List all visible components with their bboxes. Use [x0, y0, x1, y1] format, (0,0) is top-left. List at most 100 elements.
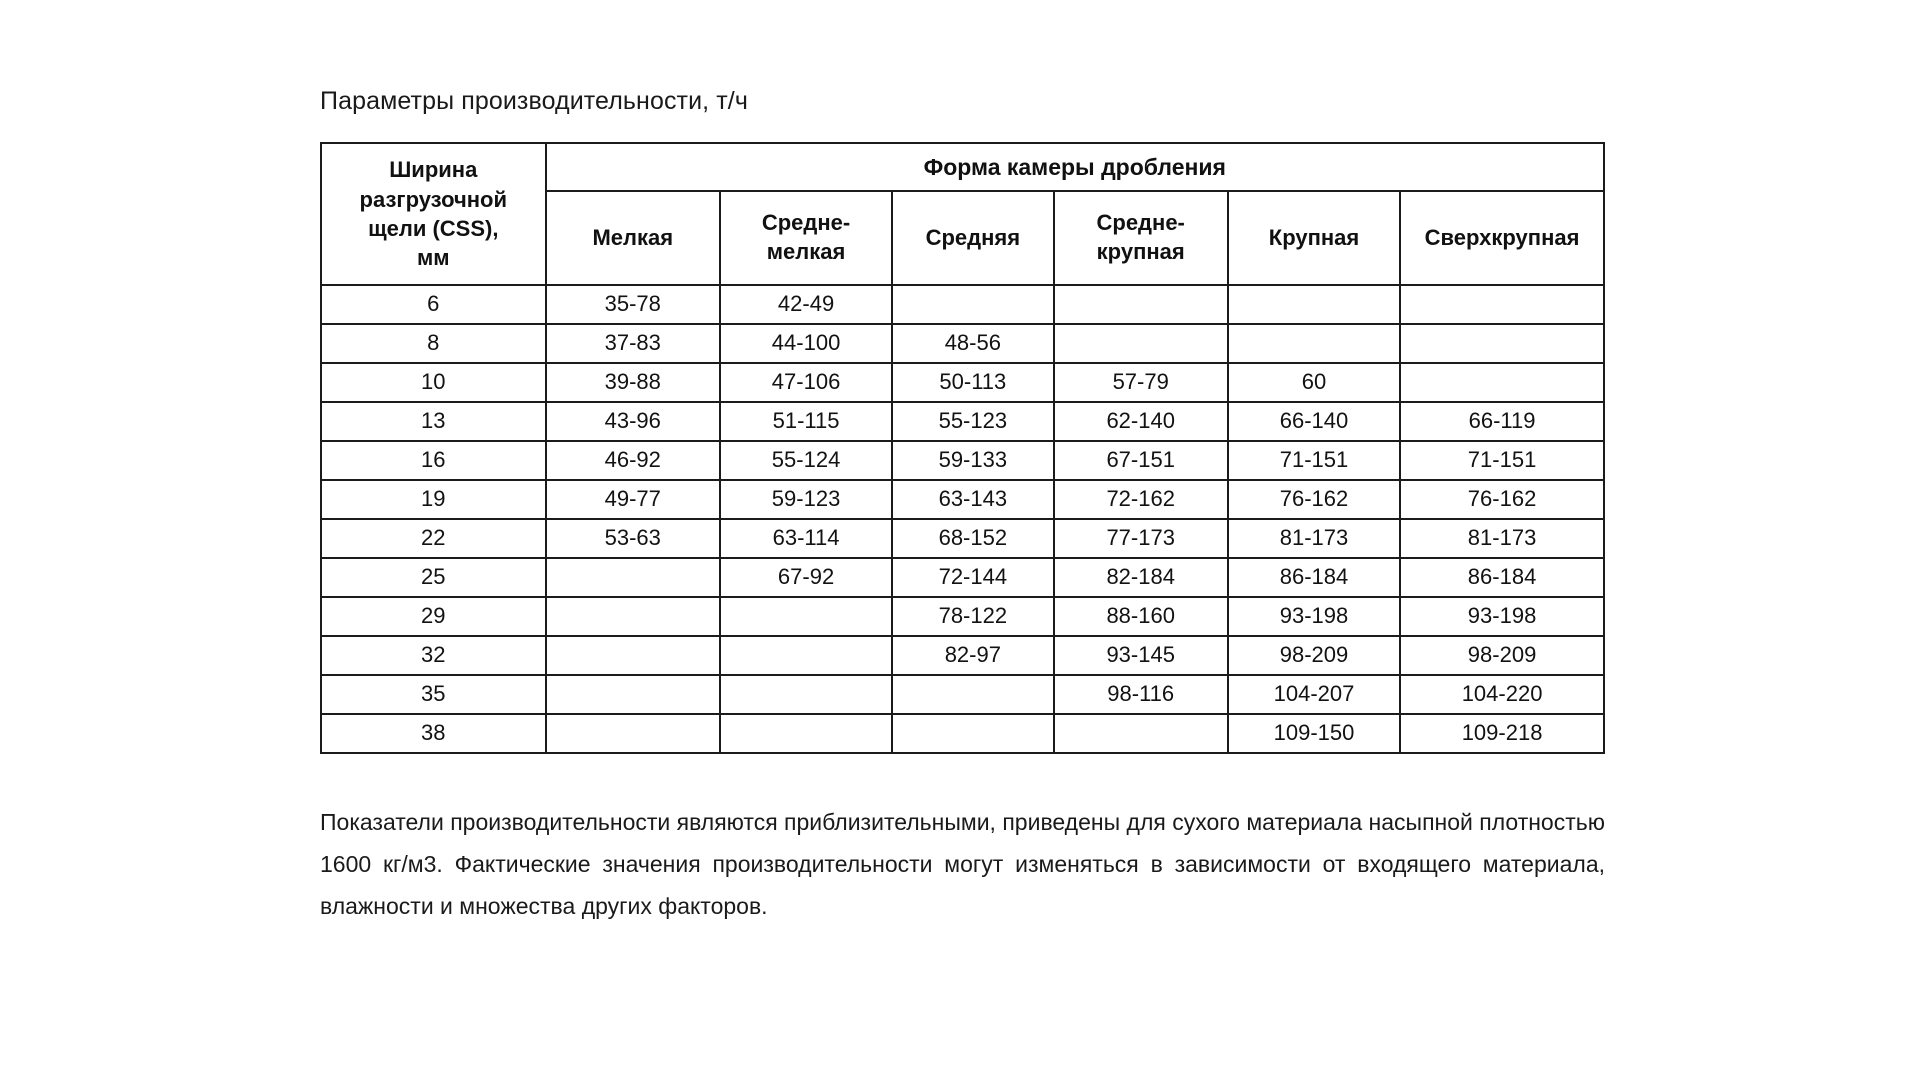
header-column-melkaya: Мелкая	[544, 190, 721, 286]
cell-krupnaya	[1226, 323, 1402, 364]
cell-srednyaya: 78-122	[891, 596, 1055, 637]
cell-krupnaya: 81-173	[1226, 518, 1402, 559]
cell-sverhkrupnaya	[1399, 284, 1605, 325]
header-column-label-line: Средне-	[761, 210, 851, 236]
cell-sverhkrupnaya: 86-184	[1399, 557, 1605, 598]
cell-krupnaya: 98-209	[1226, 635, 1402, 676]
cell-sredne-krupnaya: 72-162	[1052, 479, 1229, 520]
cell-srednyaya: 59-133	[891, 440, 1055, 481]
table-row: 16 46-92 55-124 59-133 67-151 71-151 71-151	[320, 440, 1605, 481]
table-row: 35 98-116 104-207 104-220	[320, 674, 1605, 715]
table-row: 22 53-63 63-114 68-152 77-173 81-173 81-173	[320, 518, 1605, 559]
header-column-srednyaya: Средняя	[891, 190, 1055, 286]
cell-sredne-melkaya	[718, 674, 894, 715]
cell-krupnaya: 76-162	[1226, 479, 1402, 520]
header-column-label-line: Крупная	[1268, 224, 1360, 250]
header-css-width-line: Ширина	[389, 157, 478, 183]
cell-srednyaya: 72-144	[891, 557, 1055, 598]
cell-melkaya: 43-96	[544, 401, 721, 442]
header-column-label-line: Средняя	[925, 224, 1021, 250]
cell-sredne-krupnaya: 62-140	[1052, 401, 1229, 442]
header-row-group: Ширина разгрузочной щели (CSS), мм Форма ка…	[320, 142, 1606, 286]
cell-css-value: 32	[320, 635, 547, 676]
cell-sverhkrupnaya: 76-162	[1399, 479, 1605, 520]
cell-css-value: 13	[320, 401, 547, 442]
cell-srednyaya: 50-113	[891, 362, 1055, 403]
table-row: 8 37-83 44-100 48-56	[320, 323, 1605, 364]
cell-melkaya	[544, 635, 721, 676]
page-title: Параметры производительности, т/ч	[320, 87, 748, 115]
cell-sverhkrupnaya: 109-218	[1399, 713, 1605, 754]
cell-css-value: 16	[320, 440, 547, 481]
cell-krupnaya: 66-140	[1226, 401, 1402, 442]
cell-krupnaya: 71-151	[1226, 440, 1402, 481]
table-row: 32 82-97 93-145 98-209 98-209	[320, 635, 1605, 676]
cell-melkaya	[544, 674, 721, 715]
cell-srednyaya	[891, 284, 1055, 325]
header-chamber-shape: Форма камеры дробления	[544, 142, 1606, 192]
cell-sredne-melkaya	[718, 635, 894, 676]
cell-srednyaya: 63-143	[891, 479, 1055, 520]
table-row: 6 35-78 42-49	[320, 284, 1605, 325]
cell-css-value: 6	[320, 284, 547, 325]
cell-srednyaya: 68-152	[891, 518, 1055, 559]
cell-sverhkrupnaya	[1399, 362, 1605, 403]
header-column-label-line: Мелкая	[592, 224, 674, 250]
cell-sredne-melkaya: 59-123	[718, 479, 894, 520]
table-row: 13 43-96 51-115 55-123 62-140 66-140 66-119	[320, 401, 1605, 442]
cell-krupnaya: 104-207	[1226, 674, 1402, 715]
cell-sredne-melkaya	[718, 596, 894, 637]
cell-sredne-melkaya: 42-49	[718, 284, 894, 325]
cell-css-value: 19	[320, 479, 547, 520]
cell-melkaya	[544, 557, 721, 598]
header-column-label-line: Средне-	[1096, 210, 1185, 236]
cell-sverhkrupnaya: 66-119	[1399, 401, 1605, 442]
header-column-label-line: Сверхкрупная	[1424, 224, 1580, 250]
cell-css-value: 25	[320, 557, 547, 598]
cell-krupnaya: 93-198	[1226, 596, 1402, 637]
header-css-width: Ширина разгрузочной щели (CSS), мм	[320, 142, 547, 286]
cell-sverhkrupnaya: 93-198	[1399, 596, 1605, 637]
header-css-width-line: щели (CSS),	[368, 216, 499, 241]
table-row: 19 49-77 59-123 63-143 72-162 76-162 76-162	[320, 479, 1605, 520]
cell-srednyaya: 55-123	[891, 401, 1055, 442]
cell-sredne-melkaya: 55-124	[718, 440, 894, 481]
cell-sredne-melkaya: 51-115	[718, 401, 894, 442]
cell-sredne-melkaya: 67-92	[718, 557, 894, 598]
cell-sredne-melkaya	[718, 713, 894, 754]
performance-table: Ширина разгрузочной щели (CSS), мм Форма ка…	[320, 142, 1606, 754]
header-column-label-line: мелкая	[766, 239, 846, 264]
cell-sredne-krupnaya: 98-116	[1052, 674, 1229, 715]
table-head: Ширина разгрузочной щели (CSS), мм Форма ка…	[320, 142, 1606, 286]
footnote-text: Показатели производительности являются п…	[320, 809, 1605, 919]
header-column-sredne-krupnaya: Средне-крупная	[1052, 190, 1229, 286]
table-row: 38 109-150 109-218	[320, 713, 1605, 754]
cell-css-value: 8	[320, 323, 547, 364]
cell-css-value: 35	[320, 674, 547, 715]
cell-css-value: 38	[320, 713, 547, 754]
cell-sverhkrupnaya: 81-173	[1399, 518, 1605, 559]
cell-sverhkrupnaya: 71-151	[1399, 440, 1605, 481]
cell-sredne-krupnaya: 67-151	[1052, 440, 1229, 481]
table-row: 10 39-88 47-106 50-113 57-79 60	[320, 362, 1605, 403]
header-css-width-line: мм	[416, 245, 450, 271]
table-row: 25 67-92 72-144 82-184 86-184 86-184	[320, 557, 1605, 598]
cell-srednyaya: 48-56	[891, 323, 1055, 364]
header-column-krupnaya: Крупная	[1226, 190, 1402, 286]
cell-sredne-krupnaya: 93-145	[1052, 635, 1229, 676]
cell-melkaya: 46-92	[544, 440, 721, 481]
cell-melkaya	[544, 596, 721, 637]
cell-sredne-krupnaya	[1052, 713, 1229, 754]
cell-sredne-krupnaya: 57-79	[1052, 362, 1229, 403]
header-row-subcolumns: Мелкая Средне-мелкая Средняя Средне-крупная…	[321, 190, 1605, 286]
table-body: 6 35-78 42-49 8 37-83 44-100 48-56 10 39-88 47-10…	[320, 284, 1605, 754]
cell-css-value: 22	[320, 518, 547, 559]
cell-sredne-krupnaya	[1052, 323, 1229, 364]
cell-srednyaya	[891, 674, 1055, 715]
cell-sredne-krupnaya: 82-184	[1052, 557, 1229, 598]
cell-melkaya: 39-88	[544, 362, 721, 403]
cell-sredne-melkaya: 63-114	[718, 518, 894, 559]
header-column-sredne-melkaya: Средне-мелкая	[718, 190, 894, 286]
cell-srednyaya: 82-97	[891, 635, 1055, 676]
